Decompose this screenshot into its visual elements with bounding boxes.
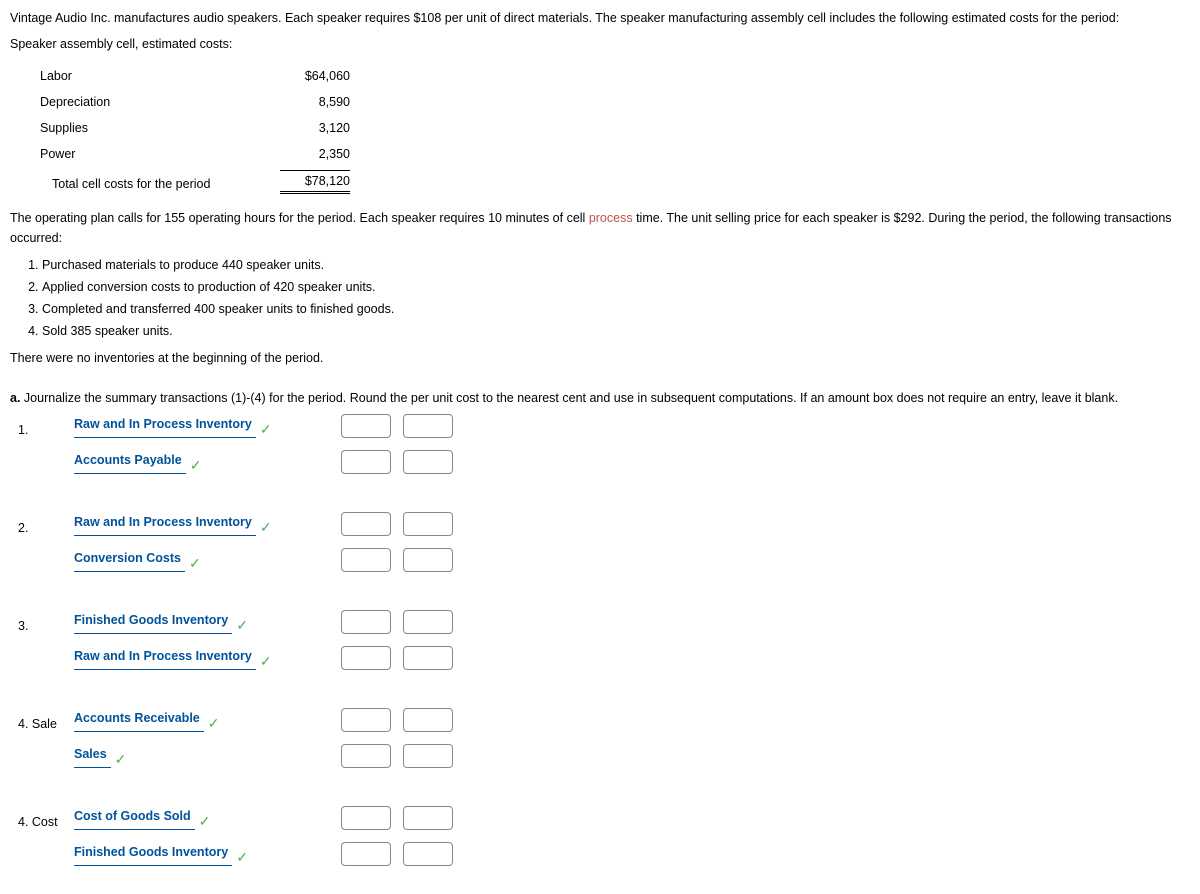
check-icon: ✓ bbox=[199, 810, 211, 832]
check-icon: ✓ bbox=[260, 418, 272, 440]
journal-group: 2. Raw and In Process Inventory✓ Convers… bbox=[18, 512, 1190, 584]
part-a: a. Journalize the summary transactions (… bbox=[10, 388, 1190, 408]
list-item: Completed and transferred 400 speaker un… bbox=[42, 298, 1190, 320]
intro-text: Vintage Audio Inc. manufactures audio sp… bbox=[10, 8, 1190, 28]
credit-input[interactable] bbox=[403, 414, 453, 438]
debit-input[interactable] bbox=[341, 512, 391, 536]
debit-input[interactable] bbox=[341, 610, 391, 634]
table-total-row: Total cell costs for the period $78,120 bbox=[32, 168, 358, 196]
table-row: Power2,350 bbox=[32, 142, 358, 166]
part-a-label: a. bbox=[10, 391, 20, 405]
journal-line: Raw and In Process Inventory✓ bbox=[74, 512, 453, 536]
debit-input[interactable] bbox=[341, 806, 391, 830]
operating-plan-text: The operating plan calls for 155 operati… bbox=[10, 208, 1190, 248]
check-icon: ✓ bbox=[236, 846, 248, 868]
check-icon: ✓ bbox=[190, 454, 202, 476]
account-name[interactable]: Accounts Payable bbox=[74, 450, 186, 474]
credit-input[interactable] bbox=[403, 842, 453, 866]
journal-line: Raw and In Process Inventory✓ bbox=[74, 646, 453, 670]
account-name[interactable]: Sales bbox=[74, 744, 111, 768]
credit-input[interactable] bbox=[403, 610, 453, 634]
account-name[interactable]: Raw and In Process Inventory bbox=[74, 646, 256, 670]
cost-heading: Speaker assembly cell, estimated costs: bbox=[10, 34, 1190, 54]
check-icon: ✓ bbox=[115, 748, 127, 770]
debit-input[interactable] bbox=[341, 548, 391, 572]
debit-input[interactable] bbox=[341, 708, 391, 732]
journal-group: 1. Raw and In Process Inventory✓ Account… bbox=[18, 414, 1190, 486]
list-item: Applied conversion costs to production o… bbox=[42, 276, 1190, 298]
journal-line: Conversion Costs✓ bbox=[74, 548, 453, 572]
journal-group: 4. Sale Accounts Receivable✓ Sales✓ bbox=[18, 708, 1190, 780]
journal-group: 4. Cost Cost of Goods Sold✓ Finished Goo… bbox=[18, 806, 1190, 878]
check-icon: ✓ bbox=[189, 552, 201, 574]
journal-line: Accounts Payable✓ bbox=[74, 450, 453, 474]
cost-label: Supplies bbox=[32, 116, 270, 140]
cost-label: Depreciation bbox=[32, 90, 270, 114]
journal-line: Accounts Receivable✓ bbox=[74, 708, 453, 732]
credit-input[interactable] bbox=[403, 708, 453, 732]
debit-input[interactable] bbox=[341, 450, 391, 474]
cost-total-value: $78,120 bbox=[280, 170, 350, 194]
cost-label: Power bbox=[32, 142, 270, 166]
debit-input[interactable] bbox=[341, 744, 391, 768]
journal-number: 3. bbox=[18, 610, 74, 636]
cost-label: Labor bbox=[32, 64, 270, 88]
check-icon: ✓ bbox=[208, 712, 220, 734]
account-name[interactable]: Accounts Receivable bbox=[74, 708, 204, 732]
account-name[interactable]: Finished Goods Inventory bbox=[74, 610, 232, 634]
cost-value: 3,120 bbox=[272, 116, 358, 140]
journal-number: 4. Cost bbox=[18, 806, 74, 832]
check-icon: ✓ bbox=[236, 614, 248, 636]
journal-number: 2. bbox=[18, 512, 74, 538]
debit-input[interactable] bbox=[341, 414, 391, 438]
process-link[interactable]: process bbox=[589, 211, 633, 225]
list-item: Sold 385 speaker units. bbox=[42, 320, 1190, 342]
journal-line: Sales✓ bbox=[74, 744, 453, 768]
cost-total-label: Total cell costs for the period bbox=[32, 168, 270, 196]
credit-input[interactable] bbox=[403, 646, 453, 670]
check-icon: ✓ bbox=[260, 516, 272, 538]
journal-number: 4. Sale bbox=[18, 708, 74, 734]
cost-value: 2,350 bbox=[272, 142, 358, 166]
account-name[interactable]: Finished Goods Inventory bbox=[74, 842, 232, 866]
cost-table: Labor$64,060 Depreciation8,590 Supplies3… bbox=[30, 62, 360, 198]
table-row: Supplies3,120 bbox=[32, 116, 358, 140]
journal-line: Finished Goods Inventory✓ bbox=[74, 610, 453, 634]
debit-input[interactable] bbox=[341, 842, 391, 866]
account-name[interactable]: Raw and In Process Inventory bbox=[74, 512, 256, 536]
account-name[interactable]: Raw and In Process Inventory bbox=[74, 414, 256, 438]
credit-input[interactable] bbox=[403, 548, 453, 572]
transaction-list: Purchased materials to produce 440 speak… bbox=[22, 254, 1190, 342]
table-row: Depreciation8,590 bbox=[32, 90, 358, 114]
journal-line: Cost of Goods Sold✓ bbox=[74, 806, 453, 830]
journal-number: 1. bbox=[18, 414, 74, 440]
table-row: Labor$64,060 bbox=[32, 64, 358, 88]
journal-line: Finished Goods Inventory✓ bbox=[74, 842, 453, 866]
account-name[interactable]: Conversion Costs bbox=[74, 548, 185, 572]
cost-value: 8,590 bbox=[272, 90, 358, 114]
list-item: Purchased materials to produce 440 speak… bbox=[42, 254, 1190, 276]
cost-value: $64,060 bbox=[272, 64, 358, 88]
credit-input[interactable] bbox=[403, 806, 453, 830]
credit-input[interactable] bbox=[403, 744, 453, 768]
journal-entries: 1. Raw and In Process Inventory✓ Account… bbox=[18, 414, 1190, 878]
journal-line: Raw and In Process Inventory✓ bbox=[74, 414, 453, 438]
credit-input[interactable] bbox=[403, 450, 453, 474]
no-inventory-text: There were no inventories at the beginni… bbox=[10, 348, 1190, 368]
check-icon: ✓ bbox=[260, 650, 272, 672]
journal-group: 3. Finished Goods Inventory✓ Raw and In … bbox=[18, 610, 1190, 682]
account-name[interactable]: Cost of Goods Sold bbox=[74, 806, 195, 830]
credit-input[interactable] bbox=[403, 512, 453, 536]
debit-input[interactable] bbox=[341, 646, 391, 670]
